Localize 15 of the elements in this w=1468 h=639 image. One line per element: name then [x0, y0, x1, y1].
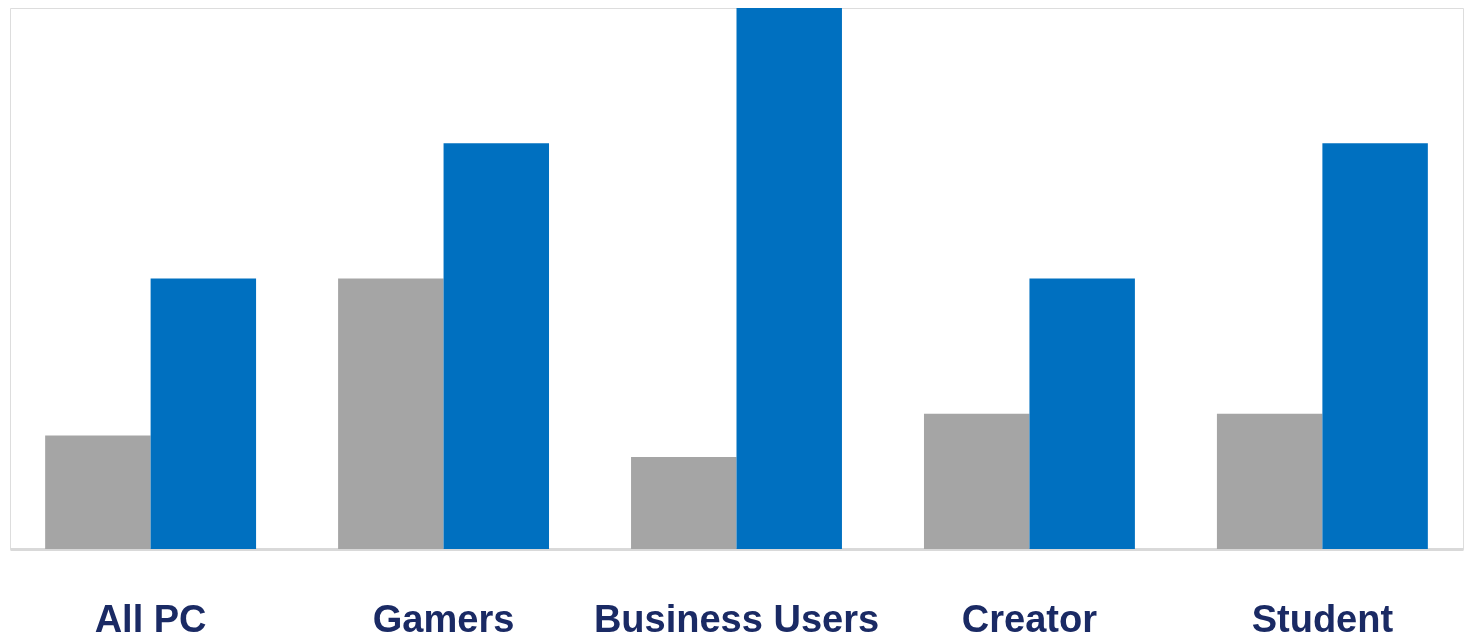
bar — [1029, 278, 1135, 549]
bar — [631, 457, 737, 549]
bar — [1216, 413, 1323, 549]
x-tick-label: Gamers — [372, 597, 515, 639]
bar — [736, 8, 842, 549]
x-tick-label: Business Users — [593, 597, 880, 639]
bar — [338, 278, 444, 549]
bar — [150, 278, 257, 549]
bar — [923, 413, 1030, 549]
bar — [1322, 143, 1428, 549]
bar — [45, 435, 151, 549]
x-tick-label: All PC — [94, 597, 207, 639]
bar — [443, 143, 550, 549]
x-tick-label: Student — [1251, 597, 1394, 639]
x-tick-label: Creator — [961, 597, 1098, 639]
